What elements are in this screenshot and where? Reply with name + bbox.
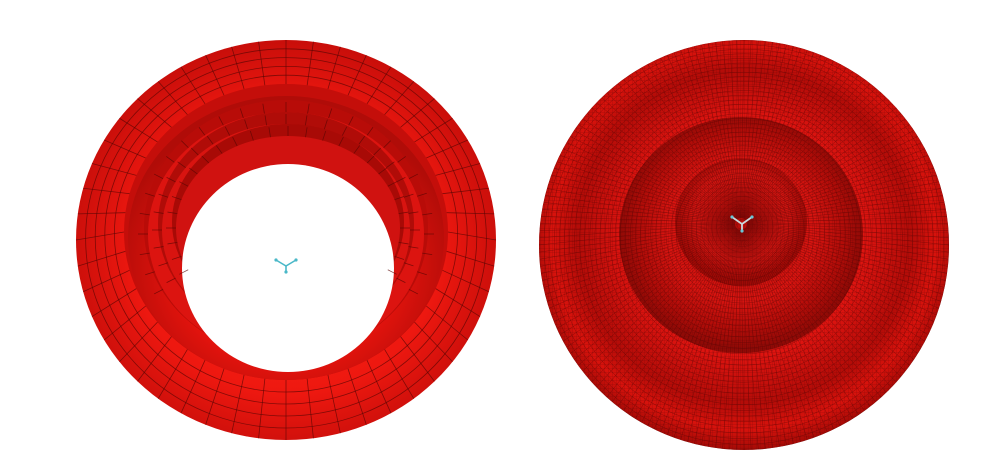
mesh-view-right	[539, 40, 949, 450]
mesh-view-left	[75, 40, 497, 440]
coordinate-triad-icon	[730, 215, 754, 233]
coordinate-triad-icon	[274, 258, 298, 274]
center-hole	[182, 164, 394, 372]
